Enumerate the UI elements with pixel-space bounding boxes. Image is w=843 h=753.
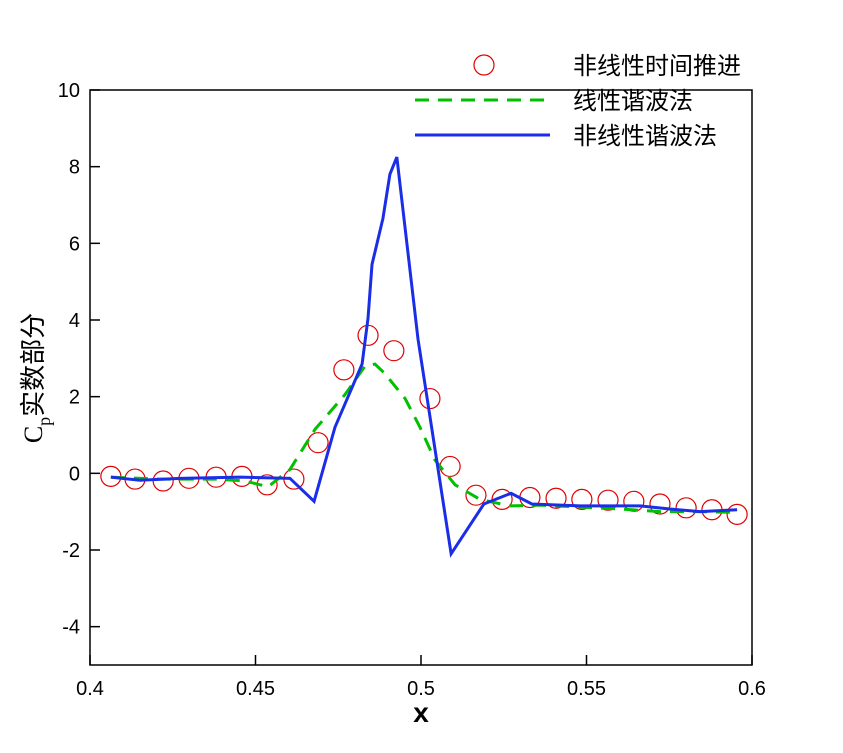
plot-frame <box>89 89 753 666</box>
marker <box>649 493 671 515</box>
marker <box>152 470 174 492</box>
marker <box>597 489 619 511</box>
marker <box>465 484 487 506</box>
x-tick-label: 0.5 <box>407 678 435 700</box>
y-tick-label: -4 <box>62 617 80 639</box>
legend-marker <box>473 54 495 76</box>
x-axis-label: x <box>413 697 429 728</box>
y-tick-label: -2 <box>62 540 80 562</box>
x-tick-label: 0.45 <box>236 678 275 700</box>
series-line <box>110 156 738 558</box>
marker <box>419 387 441 410</box>
marker <box>675 497 697 519</box>
y-label-base: C <box>19 426 48 443</box>
marker <box>439 455 461 478</box>
x-tick-label: 0.55 <box>567 678 606 700</box>
y-tick-label: 0 <box>69 463 80 485</box>
y-tick-label: 10 <box>58 80 80 102</box>
x-tick-label: 0.6 <box>738 678 766 700</box>
y-tick-label: 4 <box>69 310 80 332</box>
marker <box>571 488 593 510</box>
legend-label: 非线性谐波法 <box>573 122 717 150</box>
marker <box>545 487 567 509</box>
marker <box>383 340 405 362</box>
legend-label: 非线性时间推进 <box>573 52 741 80</box>
legend-label: 线性谐波法 <box>573 87 693 115</box>
series-line <box>110 362 738 514</box>
y-tick-label: 2 <box>69 387 80 409</box>
y-label-sub: p <box>34 417 54 426</box>
marker <box>307 432 329 454</box>
y-tick-label: 8 <box>69 157 80 179</box>
y-tick-label: 6 <box>69 233 80 255</box>
marker <box>333 359 355 381</box>
marker <box>726 503 748 525</box>
x-tick-label: 0.4 <box>76 678 104 700</box>
y-axis-label: Cp实数部分 <box>19 313 54 443</box>
y-label-text: 实数部分 <box>19 313 49 417</box>
